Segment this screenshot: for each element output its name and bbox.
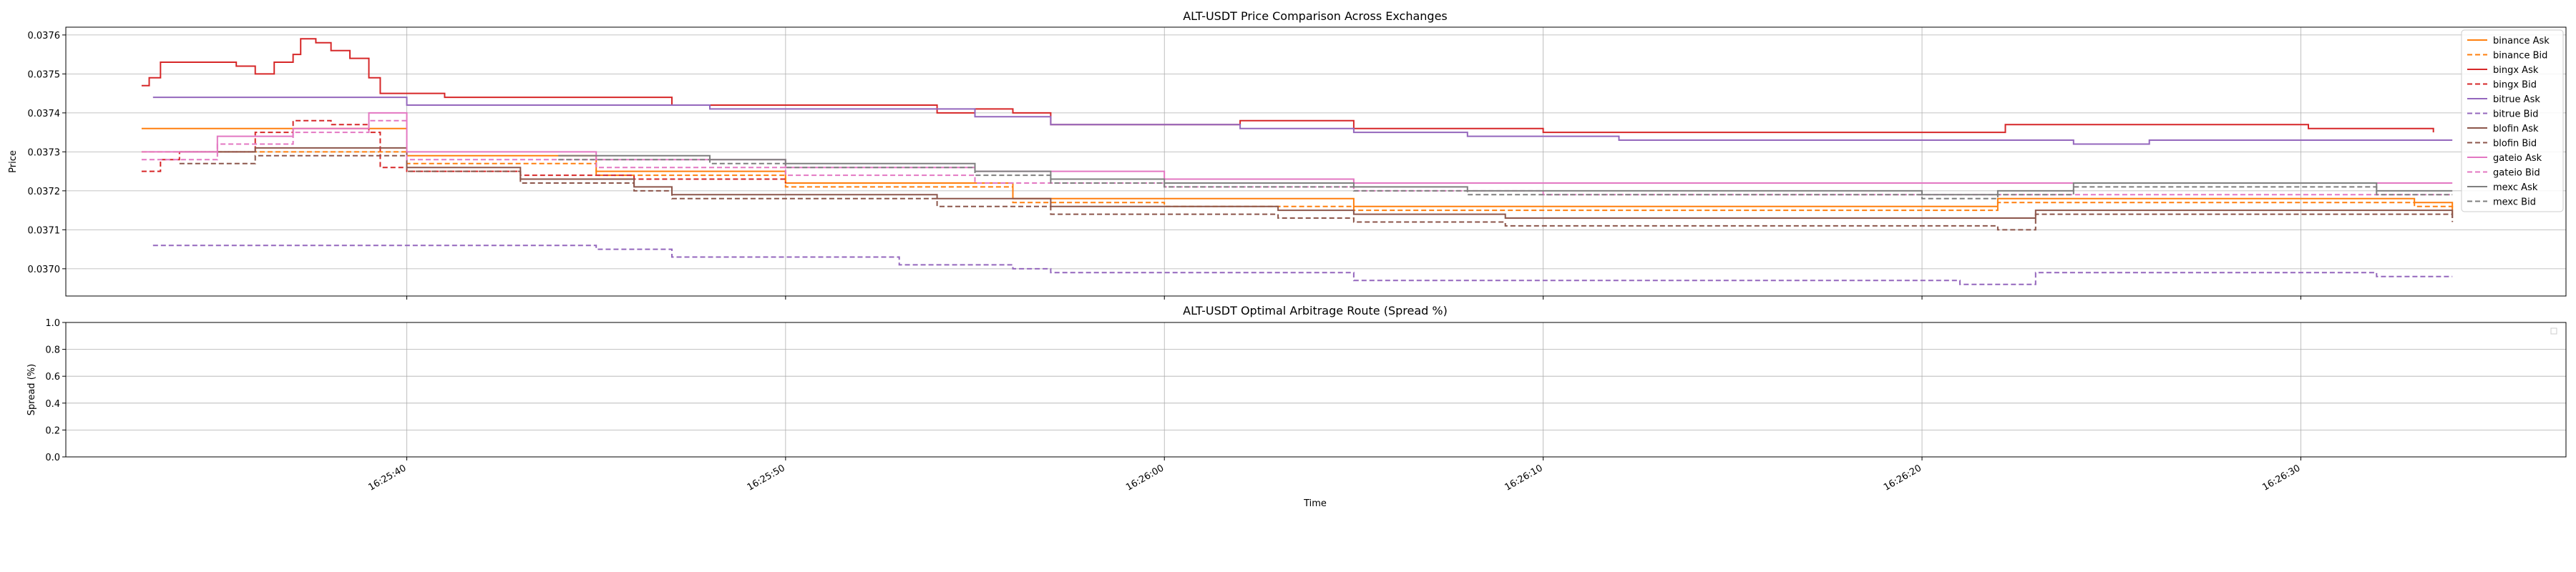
y-tick-label: 0.0372 bbox=[28, 187, 61, 197]
series-line-bitrue-bid bbox=[152, 245, 2453, 285]
plot-frame bbox=[65, 26, 2567, 297]
x-tick-label: 16:25:40 bbox=[366, 463, 408, 493]
y-tick-label: 0.0 bbox=[45, 453, 60, 463]
plot-area bbox=[66, 27, 2566, 296]
legend-label: bitrue Bid bbox=[2493, 109, 2538, 120]
series-line-blofin-bid bbox=[179, 154, 2454, 231]
y-tick-label: 0.0370 bbox=[28, 265, 61, 275]
y-axis: 0.0370 0.0371 0.0372 0.0373 0.0374 0.0375 0.03… bbox=[28, 31, 66, 275]
legend-label: blofin Bid bbox=[2493, 139, 2537, 149]
price-comparison-panel: ALT-USDT Price Comparison Across Exchang… bbox=[8, 9, 2567, 300]
legend-label: binance Bid bbox=[2493, 51, 2547, 61]
x-tick-label: 16:26:30 bbox=[2260, 463, 2302, 493]
empty-legend bbox=[2550, 327, 2557, 335]
legend-label: bitrue Ask bbox=[2493, 94, 2540, 105]
y-tick-label: 0.2 bbox=[45, 425, 60, 436]
legend-label: mexc Bid bbox=[2493, 197, 2536, 208]
series-line-bitrue-ask bbox=[152, 97, 2453, 145]
legend-label: bingx Bid bbox=[2493, 80, 2537, 91]
chart-title: ALT-USDT Optimal Arbitrage Route (Spread… bbox=[1183, 304, 1448, 317]
legend-label: binance Ask bbox=[2493, 36, 2550, 46]
plot-frame bbox=[65, 322, 2567, 458]
series-line-gateio-bid bbox=[141, 119, 2453, 196]
x-tick-label: 16:26:20 bbox=[1882, 463, 1923, 493]
chart-title: ALT-USDT Price Comparison Across Exchang… bbox=[1183, 9, 1448, 23]
legend-label: gateio Ask bbox=[2493, 153, 2542, 164]
x-tick-label: 16:26:00 bbox=[1124, 463, 1166, 493]
series-line-blofin-ask bbox=[179, 147, 2454, 219]
series-line-mexc-bid bbox=[558, 159, 2453, 199]
y-axis-label: Price bbox=[8, 150, 19, 173]
legend-label: blofin Ask bbox=[2493, 124, 2539, 134]
y-tick-label: 0.0373 bbox=[28, 147, 61, 158]
x-axis: 16:25:40 16:25:50 16:26:00 16:26:10 16:26:20… bbox=[366, 457, 2302, 493]
y-tick-label: 0.0374 bbox=[28, 109, 61, 119]
x-axis bbox=[406, 296, 2301, 300]
y-tick-label: 0.6 bbox=[45, 372, 60, 383]
legend-label: gateio Bid bbox=[2493, 168, 2540, 179]
y-axis: 0.0 0.2 0.4 0.6 0.8 1.0 bbox=[45, 318, 66, 463]
legend-label: mexc Ask bbox=[2493, 182, 2538, 193]
series-line-bingx-ask bbox=[141, 38, 2434, 134]
series-line-bingx-bid bbox=[141, 119, 786, 183]
x-tick-label: 16:26:10 bbox=[1503, 463, 1545, 493]
series-line-mexc-ask bbox=[558, 154, 2453, 196]
legend-label: bingx Ask bbox=[2493, 65, 2539, 76]
y-tick-label: 0.8 bbox=[45, 345, 60, 356]
y-tick-label: 0.0375 bbox=[28, 69, 61, 80]
y-tick-label: 0.0371 bbox=[28, 225, 61, 236]
series-lines bbox=[141, 38, 2454, 285]
y-axis-label: Spread (%) bbox=[26, 364, 37, 415]
y-tick-label: 0.4 bbox=[45, 399, 60, 410]
y-tick-label: 1.0 bbox=[45, 318, 60, 329]
plot-area bbox=[66, 322, 2566, 457]
series-line-binance-bid bbox=[141, 151, 2454, 214]
legend-box bbox=[2461, 29, 2564, 212]
series-line-gateio-ask bbox=[141, 112, 2453, 184]
x-tick-label: 16:25:50 bbox=[746, 463, 787, 493]
x-axis-label: Time bbox=[1303, 498, 1327, 509]
y-tick-label: 0.0376 bbox=[28, 31, 61, 41]
spread-panel: ALT-USDT Optimal Arbitrage Route (Spread… bbox=[26, 304, 2567, 509]
legend: binance Ask binance Bid bingx Ask bingx Bid… bbox=[2461, 29, 2564, 212]
